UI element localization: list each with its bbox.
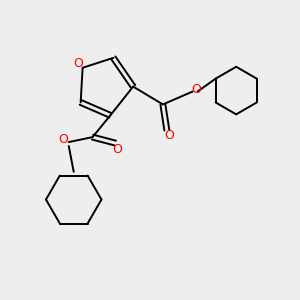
Text: O: O <box>112 142 122 155</box>
Text: O: O <box>58 133 68 146</box>
Text: O: O <box>192 83 202 96</box>
Text: O: O <box>74 57 84 70</box>
Text: O: O <box>164 129 174 142</box>
